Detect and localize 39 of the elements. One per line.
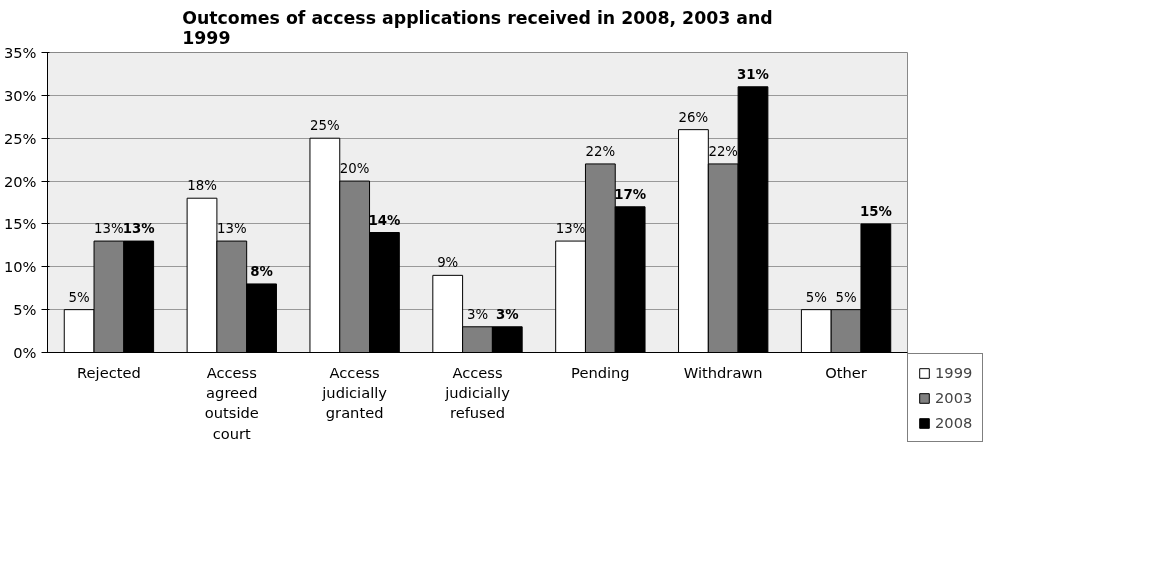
data-label: 13% (216, 221, 247, 237)
data-label: 3% (495, 306, 519, 322)
data-label: 8% (250, 263, 273, 279)
data-label: 5% (68, 289, 90, 305)
data-label: 9% (437, 255, 459, 271)
data-label: 5% (805, 289, 827, 305)
y-tick-label: 5% (13, 301, 37, 319)
data-label: 22% (585, 143, 616, 159)
x-tick-label: Rejected (77, 363, 141, 381)
y-tick-label: 25% (3, 129, 37, 147)
data-label: 14% (368, 212, 401, 228)
y-tick-label: 20% (3, 172, 37, 190)
x-tick-label: Access agreed outside court (204, 363, 259, 442)
x-tick-label: Access judicially granted (321, 363, 388, 422)
chart-title: Outcomes of access applications received in 2008, 2003 and 1999 (182, 7, 773, 48)
data-label: 3% (466, 306, 489, 322)
y-tick-label: 35% (3, 44, 37, 61)
x-tick-label: Access judicially refused (444, 363, 511, 422)
data-label: 13% (555, 221, 586, 237)
data-label: 20% (339, 161, 370, 177)
legend-label: 2008 (935, 414, 973, 431)
data-label: 22% (708, 143, 739, 159)
data-label: 18% (187, 178, 217, 194)
data-label: 15% (859, 203, 892, 219)
y-tick-label: 15% (3, 215, 37, 233)
data-label: 25% (310, 118, 340, 134)
legend-label: 1999 (935, 364, 973, 381)
x-tick-label: Withdrawn (683, 363, 763, 381)
y-tick-label: 30% (3, 86, 37, 104)
x-tick-label: Pending (571, 363, 630, 381)
data-label: 31% (737, 66, 769, 82)
data-label: 13% (122, 221, 155, 237)
legend-label: 2003 (935, 389, 973, 406)
data-label: 26% (678, 109, 709, 125)
y-tick-label: 10% (3, 258, 37, 276)
data-label: 5% (835, 289, 857, 305)
data-label: 13% (94, 221, 124, 237)
y-tick-label: 0% (13, 344, 37, 361)
x-tick-label: Other (825, 363, 868, 381)
